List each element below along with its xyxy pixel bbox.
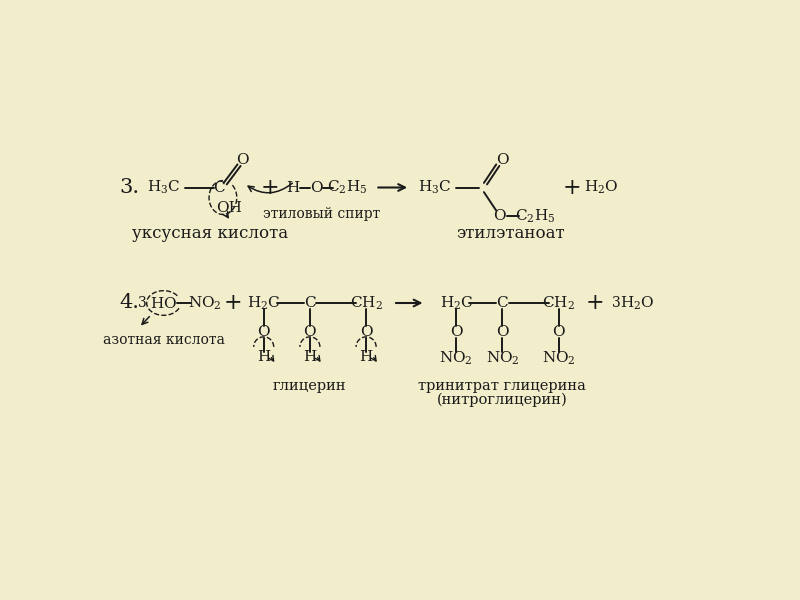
Text: O: O: [493, 209, 506, 223]
Text: $\mathregular{H_2C}$: $\mathregular{H_2C}$: [439, 294, 473, 312]
Text: H: H: [286, 181, 299, 194]
Text: 3.: 3.: [119, 178, 139, 197]
Text: $\mathregular{HO}$: $\mathregular{HO}$: [150, 295, 177, 311]
Text: $\mathregular{H_2O}$: $\mathregular{H_2O}$: [584, 179, 618, 196]
Text: O: O: [552, 325, 565, 339]
Text: H: H: [257, 350, 270, 364]
Text: +: +: [562, 176, 581, 199]
Text: $\mathregular{NO_2}$: $\mathregular{NO_2}$: [187, 294, 222, 312]
Text: 3: 3: [138, 296, 146, 310]
Text: O: O: [258, 325, 270, 339]
Text: O: O: [310, 181, 322, 194]
Text: +: +: [223, 292, 242, 314]
Text: $\mathregular{CH_2}$: $\mathregular{CH_2}$: [350, 294, 382, 312]
Text: $\mathregular{H_2O}$: $\mathregular{H_2O}$: [620, 294, 654, 312]
Text: азотная кислота: азотная кислота: [102, 333, 225, 347]
Text: $\mathregular{C_2H_5}$: $\mathregular{C_2H_5}$: [514, 207, 555, 224]
Text: $\mathregular{CH_2}$: $\mathregular{CH_2}$: [542, 294, 575, 312]
Text: H: H: [359, 350, 373, 364]
Text: 3: 3: [612, 296, 621, 310]
Text: O: O: [303, 325, 316, 339]
Text: $\mathregular{H_3C}$: $\mathregular{H_3C}$: [418, 179, 451, 196]
Text: $\mathregular{NO_2}$: $\mathregular{NO_2}$: [542, 350, 575, 367]
Text: $\mathregular{NO_2}$: $\mathregular{NO_2}$: [439, 350, 473, 367]
Text: O: O: [496, 153, 509, 167]
Text: OH: OH: [216, 200, 242, 215]
Text: O: O: [450, 325, 462, 339]
Text: уксусная кислота: уксусная кислота: [132, 225, 288, 242]
Text: $\mathregular{H_2C}$: $\mathregular{H_2C}$: [247, 294, 280, 312]
Text: тринитрат глицерина: тринитрат глицерина: [418, 379, 586, 393]
Text: +: +: [261, 176, 279, 199]
Text: глицерин: глицерин: [273, 379, 346, 393]
Text: C: C: [497, 296, 508, 310]
Text: (нитроглицерин): (нитроглицерин): [437, 393, 568, 407]
Text: O: O: [360, 325, 373, 339]
Text: этилэтаноат: этилэтаноат: [456, 225, 565, 242]
Text: $\mathregular{NO_2}$: $\mathregular{NO_2}$: [486, 350, 519, 367]
Text: этиловый спирт: этиловый спирт: [263, 208, 380, 221]
Text: +: +: [586, 292, 604, 314]
Text: $\mathregular{C_2H_5}$: $\mathregular{C_2H_5}$: [326, 179, 367, 196]
Text: H: H: [303, 350, 317, 364]
Text: C: C: [214, 181, 225, 194]
Text: C: C: [304, 296, 316, 310]
FancyArrowPatch shape: [248, 183, 292, 193]
Text: $\mathregular{H_3C}$: $\mathregular{H_3C}$: [147, 179, 180, 196]
Text: O: O: [237, 153, 250, 167]
Text: O: O: [496, 325, 509, 339]
Text: 4.: 4.: [119, 293, 139, 313]
